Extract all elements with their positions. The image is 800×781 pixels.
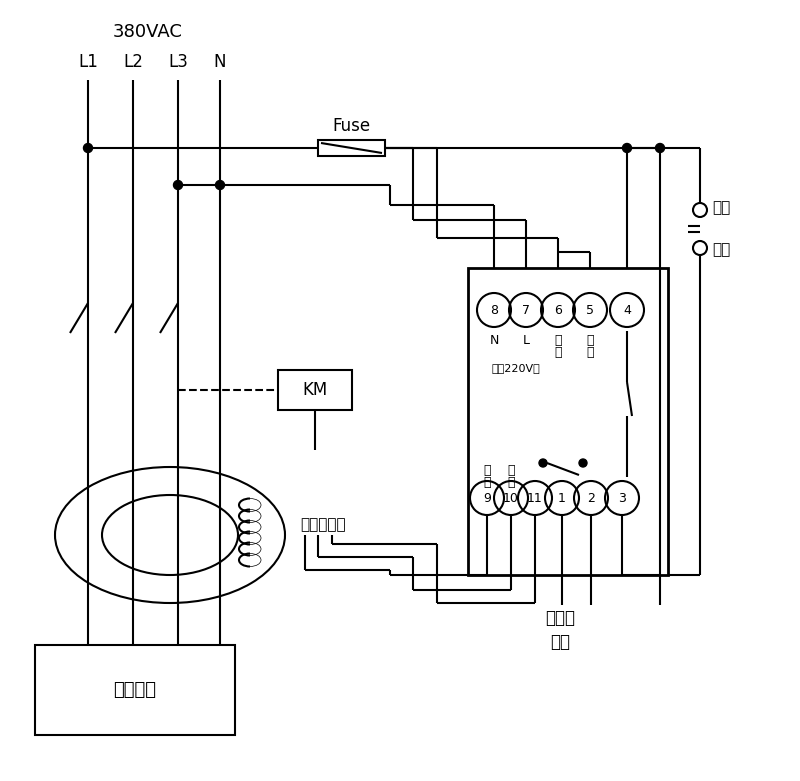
Text: 1: 1 <box>558 491 566 505</box>
Circle shape <box>539 459 547 467</box>
Text: 電源220V～: 電源220V～ <box>492 363 541 373</box>
Text: 號: 號 <box>507 476 514 488</box>
Text: 3: 3 <box>618 491 626 505</box>
Text: Fuse: Fuse <box>333 117 370 135</box>
Text: L: L <box>522 333 530 347</box>
Text: 號: 號 <box>483 476 490 488</box>
Text: 試: 試 <box>554 333 562 347</box>
Text: 6: 6 <box>554 304 562 316</box>
Text: 5: 5 <box>586 304 594 316</box>
Circle shape <box>579 459 587 467</box>
Circle shape <box>655 144 665 152</box>
Text: 9: 9 <box>483 491 491 505</box>
Circle shape <box>83 144 93 152</box>
Text: L2: L2 <box>123 53 143 71</box>
Text: 自鎖: 自鎖 <box>712 201 730 216</box>
Text: 4: 4 <box>623 304 631 316</box>
Text: L3: L3 <box>168 53 188 71</box>
Text: 信: 信 <box>507 463 514 476</box>
Circle shape <box>622 144 631 152</box>
Text: L1: L1 <box>78 53 98 71</box>
Bar <box>278 370 352 410</box>
Text: 驗: 驗 <box>554 345 562 358</box>
Text: 7: 7 <box>522 304 530 316</box>
Text: 信: 信 <box>483 463 490 476</box>
Bar <box>468 268 668 575</box>
Circle shape <box>174 180 182 190</box>
Text: 試: 試 <box>586 333 594 347</box>
Circle shape <box>215 180 225 190</box>
Text: 11: 11 <box>527 491 543 505</box>
Text: 用戶設備: 用戶設備 <box>114 681 157 699</box>
Text: 2: 2 <box>587 491 595 505</box>
Text: 8: 8 <box>490 304 498 316</box>
Text: N: N <box>214 53 226 71</box>
Text: KM: KM <box>302 381 328 399</box>
Text: 開關: 開關 <box>712 242 730 258</box>
Text: 10: 10 <box>503 491 519 505</box>
Text: N: N <box>490 333 498 347</box>
Bar <box>318 140 385 156</box>
Text: 零序互感器: 零序互感器 <box>300 518 346 533</box>
Bar <box>35 645 235 735</box>
Text: 接聲光
報警: 接聲光 報警 <box>545 608 575 651</box>
Text: 380VAC: 380VAC <box>113 23 183 41</box>
Text: 驗: 驗 <box>586 345 594 358</box>
